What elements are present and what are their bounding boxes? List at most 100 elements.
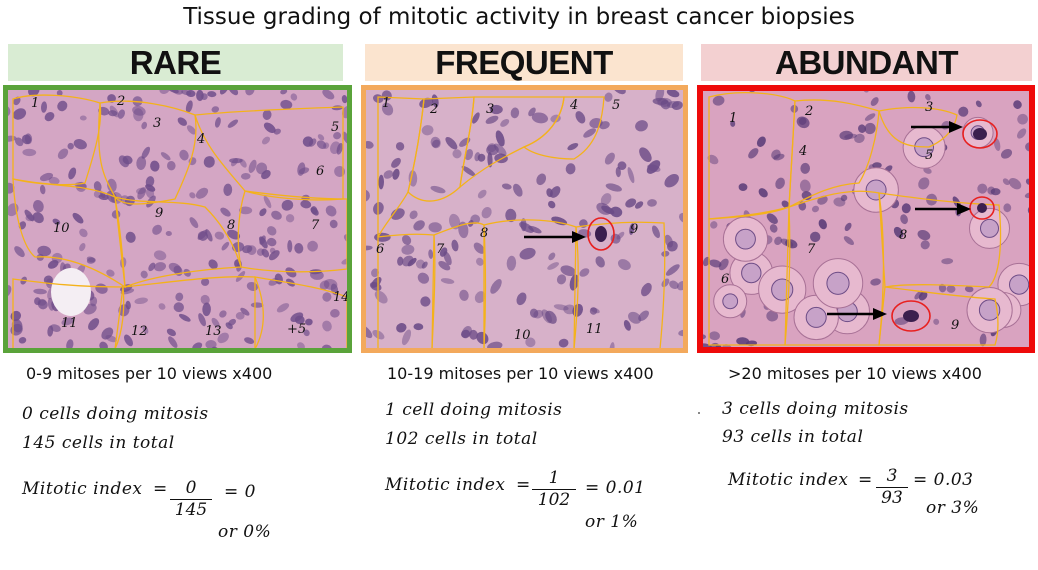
cell-nucleus xyxy=(505,208,517,223)
mitotic-index-result: = 0 xyxy=(224,482,256,502)
cell-nucleus xyxy=(449,213,461,230)
region-number: 5 xyxy=(331,120,339,135)
arrow-icon xyxy=(827,125,959,316)
cell-nucleus xyxy=(840,194,848,202)
cell-nucleus xyxy=(553,304,569,311)
cell-nuclei xyxy=(364,87,686,351)
cell-nucleus xyxy=(24,209,35,222)
cell-nucleus xyxy=(736,337,750,346)
mitotic-index-percent: or 1% xyxy=(585,512,639,532)
cell-nucleus xyxy=(153,262,167,272)
cell-nucleus xyxy=(635,201,644,209)
region-number: 12 xyxy=(131,324,148,339)
cell-nucleus xyxy=(413,323,424,331)
region-number: 4 xyxy=(569,98,578,113)
cell-nucleus xyxy=(263,122,276,134)
region-number: 3 xyxy=(153,116,161,131)
cell-nucleus xyxy=(661,278,670,288)
cell-nucleus xyxy=(487,152,493,168)
equals-sign: = xyxy=(516,475,531,495)
cell-nucleus xyxy=(664,173,679,188)
cell-nucleus xyxy=(364,141,374,149)
cell-nucleus xyxy=(280,99,293,110)
cells-total-note: 93 cells in total xyxy=(722,427,864,447)
cell-nucleus xyxy=(421,125,434,136)
cell-nucleus xyxy=(647,199,657,207)
cell-nucleus xyxy=(141,146,151,159)
cell-nucleus xyxy=(197,229,208,240)
cell-nucleus xyxy=(263,195,272,209)
cell-nucleus xyxy=(907,90,916,103)
tumor-cell-nucleus xyxy=(771,278,794,301)
region-number: 8 xyxy=(480,226,488,241)
mitotic-index-label: Mitotic index xyxy=(728,470,849,490)
cell-nucleus xyxy=(420,296,431,307)
cell-nucleus xyxy=(12,108,27,120)
fraction-denominator: 102 xyxy=(537,490,571,510)
cell-nucleus xyxy=(710,221,718,229)
cell-nucleus xyxy=(166,328,177,337)
cell-nucleus xyxy=(48,176,60,185)
cell-nucleus xyxy=(975,100,982,108)
cell-nucleus xyxy=(396,323,407,333)
tumor-cells xyxy=(713,116,1035,341)
cell-nucleus xyxy=(474,291,486,304)
cell-nucleus xyxy=(864,113,876,121)
cell-nucleus xyxy=(525,337,536,348)
cell-nucleus xyxy=(493,143,507,156)
cell-nucleus xyxy=(203,156,215,168)
cell-nucleus xyxy=(132,105,146,116)
cell-nucleus xyxy=(415,259,426,269)
cell-nucleus xyxy=(50,324,61,332)
stray-dot xyxy=(698,412,700,414)
cell-nucleus xyxy=(781,200,790,208)
cell-nucleus xyxy=(181,89,192,96)
cell-nucleus xyxy=(510,107,520,119)
cell-nucleus xyxy=(364,245,373,251)
cell-nucleus xyxy=(107,94,116,103)
cell-nucleus xyxy=(843,236,854,246)
cell-nucleus xyxy=(730,120,736,127)
cell-nucleus xyxy=(52,218,61,225)
cell-nucleus xyxy=(964,285,974,293)
cell-nucleus xyxy=(709,331,720,341)
cell-nucleus xyxy=(565,163,576,175)
cell-nucleus xyxy=(235,311,245,320)
cell-nucleus xyxy=(489,104,503,115)
cell-nucleus xyxy=(583,128,596,138)
cell-nucleus xyxy=(322,89,335,100)
region-number: 11 xyxy=(586,322,603,337)
mitosis-rate-rare: 0-9 mitoses per 10 views x400 xyxy=(26,364,273,383)
cell-nucleus xyxy=(173,302,184,313)
cell-nucleus xyxy=(219,310,227,318)
cell-nucleus xyxy=(223,183,233,196)
cell-nucleus xyxy=(201,278,210,286)
cell-nucleus xyxy=(464,149,474,161)
cell-nucleus xyxy=(430,185,446,194)
cell-nucleus xyxy=(72,212,84,224)
cell-nucleus xyxy=(1013,100,1022,109)
cell-nucleus xyxy=(106,269,115,277)
cell-nucleus xyxy=(646,160,661,174)
cell-nucleus xyxy=(487,143,497,153)
cell-nucleus xyxy=(189,192,196,199)
cell-nucleus xyxy=(32,212,44,224)
cell-nucleus xyxy=(438,261,451,271)
cell-nucleus xyxy=(261,170,271,180)
cell-nucleus xyxy=(938,283,947,293)
cell-nucleus xyxy=(165,230,172,237)
cell-nucleus xyxy=(14,137,24,147)
cell-nucleus xyxy=(240,172,251,180)
cell-nucleus xyxy=(548,200,556,209)
cell-nucleus xyxy=(330,141,341,155)
region-number: 9 xyxy=(155,206,163,221)
fraction-denominator: 145 xyxy=(174,500,208,520)
cell-nucleus xyxy=(391,157,401,168)
tissue-image-frequent: 1 2 3 4 5 6 7 8 9 10 11 xyxy=(364,87,686,351)
cell-nucleus xyxy=(575,111,586,124)
cell-nucleus xyxy=(153,250,167,261)
cell-nucleus xyxy=(371,268,379,278)
cell-nucleus xyxy=(271,210,282,220)
tissue-svg-frequent: 1 2 3 4 5 6 7 8 9 10 11 xyxy=(364,87,686,351)
